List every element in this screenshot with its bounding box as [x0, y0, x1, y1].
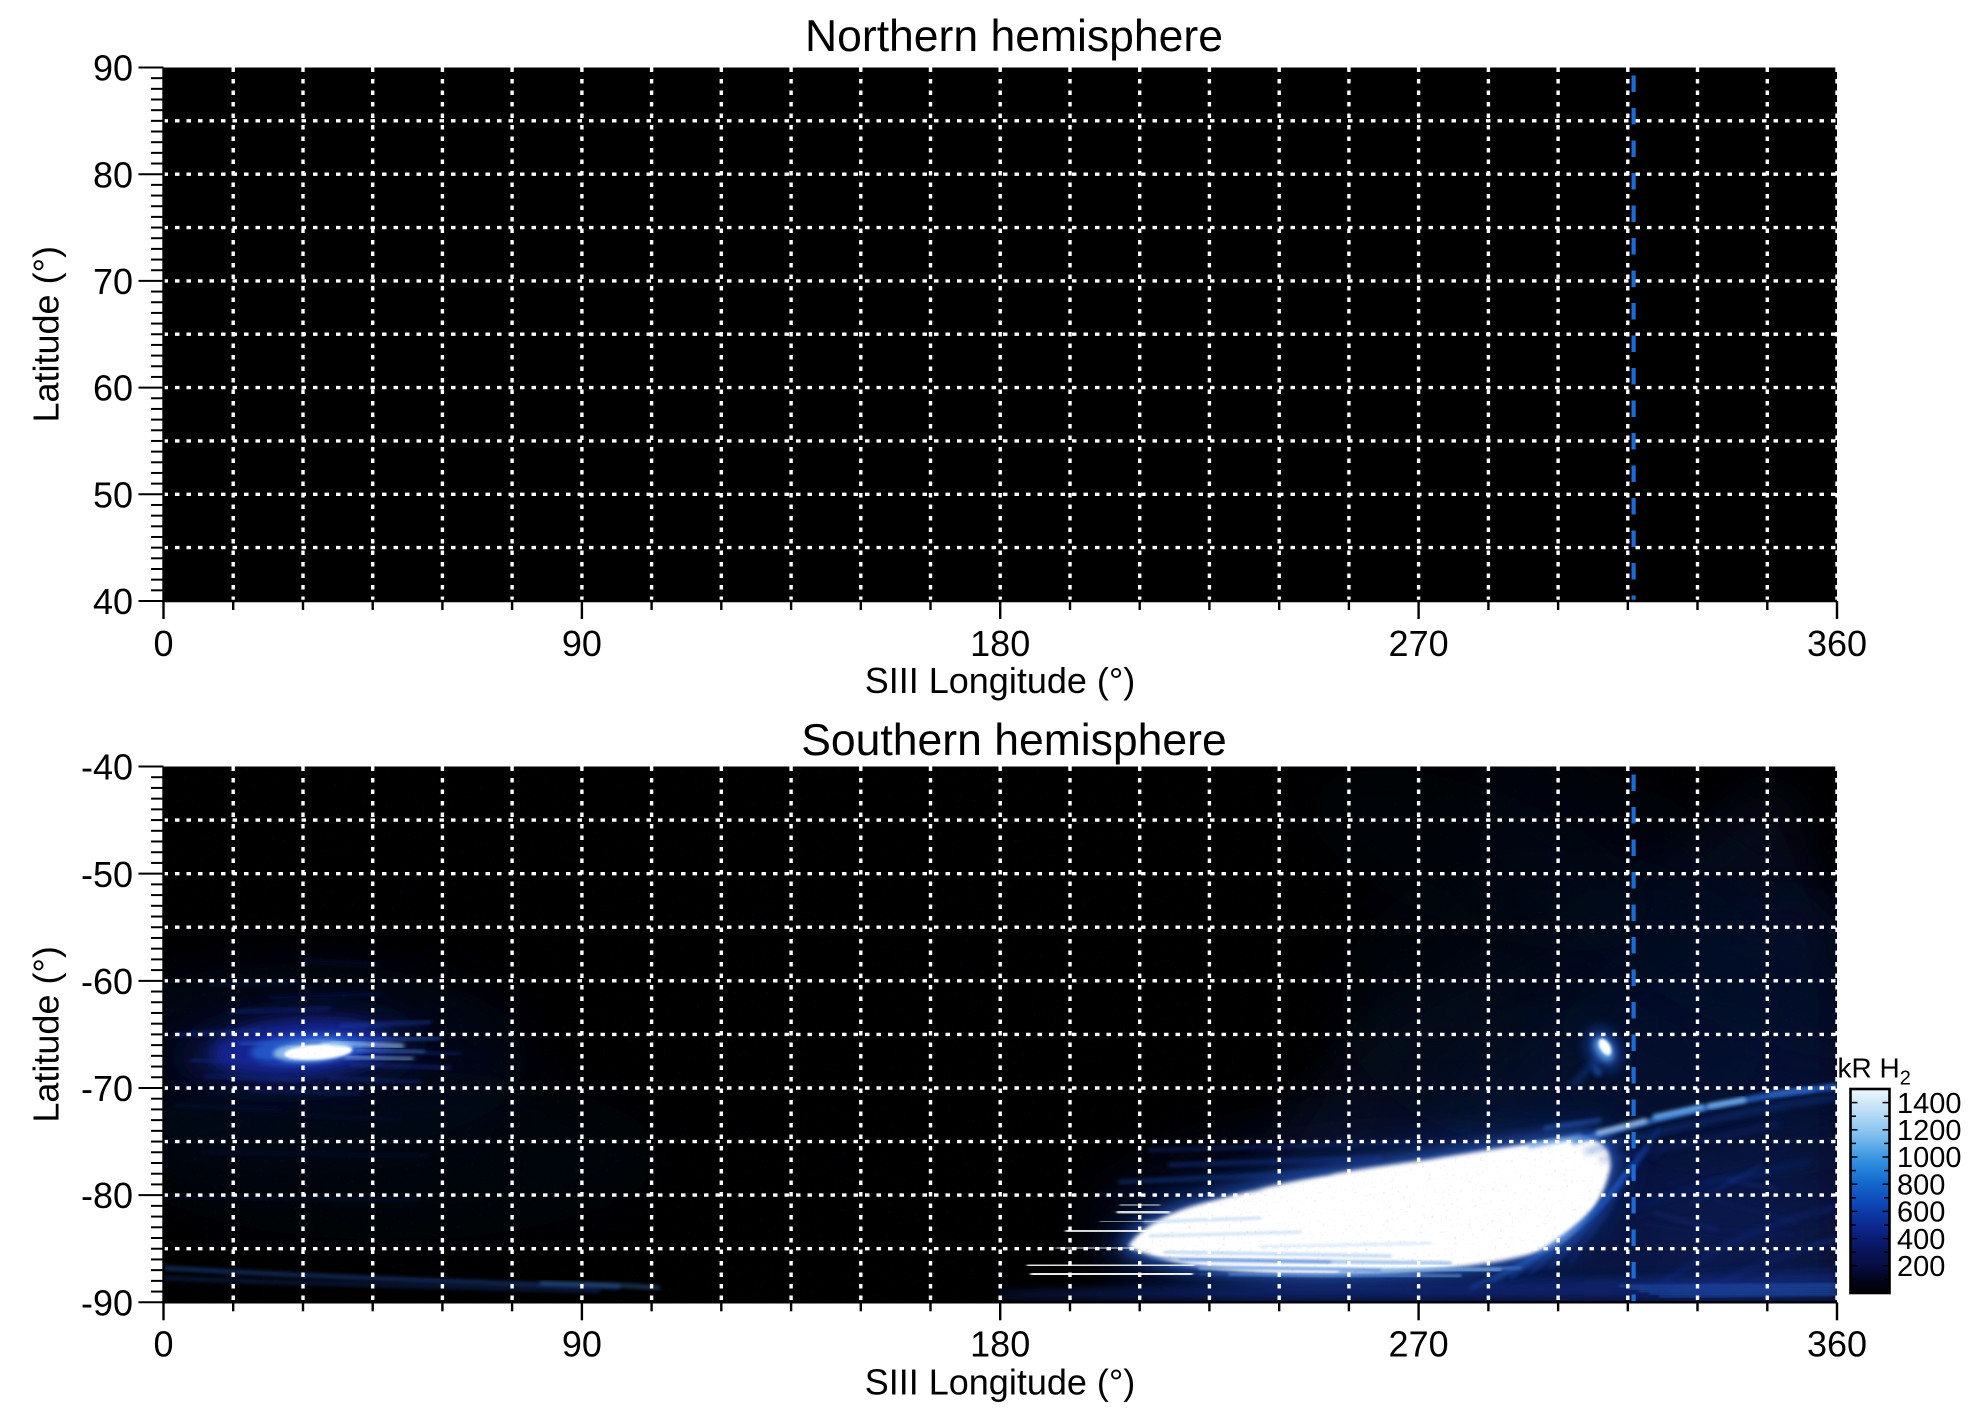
svg-text:-50: -50: [81, 854, 133, 895]
svg-text:1400: 1400: [1897, 1088, 1962, 1120]
svg-text:kR H2: kR H2: [1838, 1052, 1911, 1089]
svg-text:Latitude (°): Latitude (°): [26, 246, 67, 422]
svg-text:-60: -60: [81, 961, 133, 1002]
svg-text:-90: -90: [81, 1282, 133, 1323]
svg-text:SIII Longitude (°): SIII Longitude (°): [865, 1362, 1136, 1403]
svg-text:1200: 1200: [1897, 1115, 1962, 1147]
svg-text:Southern hemisphere: Southern hemisphere: [801, 716, 1227, 765]
svg-text:50: 50: [93, 474, 133, 515]
svg-text:360: 360: [1807, 623, 1867, 664]
svg-text:270: 270: [1389, 623, 1449, 664]
svg-text:360: 360: [1807, 1324, 1867, 1365]
svg-text:0: 0: [153, 623, 173, 664]
svg-text:1000: 1000: [1897, 1142, 1962, 1174]
svg-text:90: 90: [562, 623, 602, 664]
svg-text:600: 600: [1897, 1197, 1945, 1229]
svg-text:90: 90: [93, 48, 133, 89]
svg-text:SIII Longitude (°): SIII Longitude (°): [865, 660, 1136, 701]
svg-text:Northern hemisphere: Northern hemisphere: [805, 12, 1223, 61]
svg-text:800: 800: [1897, 1169, 1945, 1201]
svg-text:40: 40: [93, 581, 133, 622]
svg-text:-70: -70: [81, 1068, 133, 1109]
svg-text:200: 200: [1897, 1251, 1945, 1283]
svg-text:0: 0: [153, 1324, 173, 1365]
svg-text:400: 400: [1897, 1224, 1945, 1256]
svg-text:-80: -80: [81, 1175, 133, 1216]
svg-text:180: 180: [970, 1324, 1030, 1365]
svg-text:80: 80: [93, 154, 133, 195]
svg-text:90: 90: [562, 1324, 602, 1365]
svg-text:270: 270: [1389, 1324, 1449, 1365]
svg-text:70: 70: [93, 261, 133, 302]
svg-text:-40: -40: [81, 747, 133, 788]
svg-text:60: 60: [93, 368, 133, 409]
svg-text:Latitude (°): Latitude (°): [26, 946, 67, 1122]
svg-text:180: 180: [970, 623, 1030, 664]
